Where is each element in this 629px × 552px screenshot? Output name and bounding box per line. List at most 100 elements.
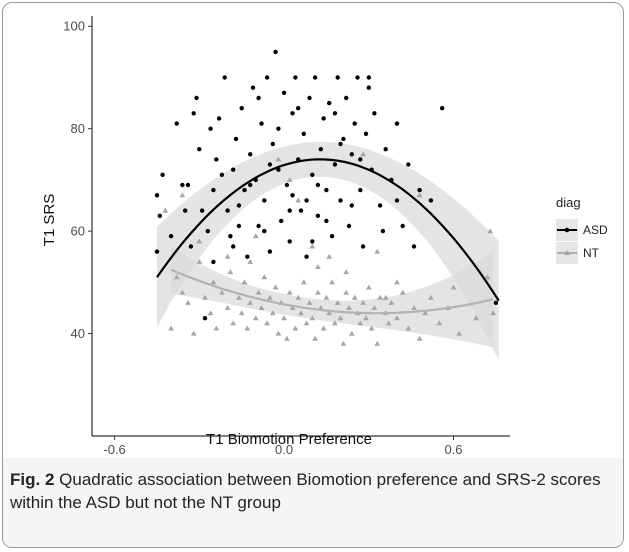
point-asd-49	[310, 172, 315, 177]
point-nt-2	[179, 289, 186, 295]
x-axis-title: T1 Biomotion Preference	[206, 431, 372, 448]
point-nt-0	[168, 325, 174, 331]
point-nt-8	[210, 279, 217, 285]
point-nt-16	[241, 279, 248, 285]
point-asd-104	[231, 244, 236, 249]
y-tick-label: 40	[71, 326, 85, 341]
point-nt-73	[428, 294, 434, 300]
point-asd-99	[366, 85, 371, 90]
point-asd-11	[202, 316, 208, 321]
point-nt-20	[255, 289, 262, 295]
point-nt-29	[281, 315, 287, 321]
point-nt-30	[284, 335, 290, 341]
point-asd-41	[287, 239, 292, 244]
point-asd-65	[355, 75, 360, 80]
point-asd-51	[315, 213, 321, 218]
confidence-bands	[157, 141, 499, 361]
point-nt-32	[289, 305, 296, 310]
x-tick-label: 0.6	[444, 442, 462, 455]
point-nt-17	[244, 325, 251, 331]
point-asd-106	[394, 198, 400, 203]
point-nt-86	[315, 264, 321, 269]
figure-label: Fig. 2	[10, 470, 55, 489]
point-nt-47	[332, 320, 338, 326]
point-asd-77	[406, 162, 411, 167]
point-asd-94	[248, 182, 253, 188]
point-asd-7	[188, 244, 194, 249]
point-nt-53	[348, 330, 355, 336]
y-tick-label: 80	[71, 121, 85, 136]
point-asd-10	[197, 147, 202, 152]
point-asd-50	[312, 75, 318, 80]
point-asd-40	[284, 182, 290, 188]
point-asd-95	[296, 106, 301, 111]
point-nt-62	[374, 340, 381, 346]
point-asd-61	[344, 95, 349, 101]
point-nt-43	[320, 325, 327, 331]
point-nt-70	[411, 305, 417, 310]
point-asd-33	[264, 75, 270, 80]
point-asd-28	[250, 85, 256, 90]
point-asd-17	[219, 172, 225, 177]
point-nt-21	[258, 305, 265, 310]
point-asd-69	[366, 75, 371, 80]
point-asd-107	[267, 162, 273, 167]
point-asd-43	[293, 75, 298, 80]
point-nt-71	[416, 335, 423, 341]
point-asd-76	[400, 223, 405, 229]
point-asd-88	[287, 208, 292, 213]
point-asd-26	[245, 254, 250, 259]
point-nt-1	[173, 274, 180, 280]
point-asd-9	[194, 95, 199, 101]
point-asd-5	[180, 182, 185, 188]
legend: diag ASD NT	[556, 195, 608, 264]
point-nt-45	[326, 310, 333, 316]
legend-key-asd-point	[564, 227, 570, 233]
point-nt-99	[450, 284, 457, 290]
point-nt-85	[326, 253, 333, 259]
point-nt-13	[230, 320, 237, 326]
point-nt-78	[484, 274, 491, 280]
point-asd-31	[259, 121, 264, 126]
point-asd-38	[279, 218, 284, 224]
point-asd-66	[358, 187, 363, 193]
point-nt-12	[227, 269, 234, 275]
point-asd-53	[321, 116, 326, 121]
point-nt-15	[238, 310, 245, 316]
point-nt-14	[236, 294, 242, 300]
point-asd-80	[428, 198, 434, 203]
point-nt-44	[323, 294, 330, 300]
point-nt-41	[315, 289, 321, 295]
point-asd-6	[185, 182, 191, 188]
figure-frame	[2, 2, 624, 548]
legend-key-nt-point	[564, 250, 570, 255]
point-asd-72	[377, 203, 383, 208]
point-nt-90	[360, 151, 366, 157]
point-nt-23	[264, 320, 270, 326]
y-axis-title: T1 SRS	[41, 194, 58, 247]
point-asd-3	[168, 234, 174, 239]
point-asd-12	[205, 228, 210, 234]
point-nt-59	[365, 284, 372, 290]
point-asd-78	[411, 244, 417, 249]
point-asd-0	[154, 193, 160, 198]
point-nt-25	[269, 310, 276, 316]
point-asd-32	[262, 198, 267, 203]
point-nt-40	[312, 335, 318, 341]
point-nt-46	[329, 279, 335, 285]
point-asd-83	[157, 213, 162, 218]
point-asd-19	[225, 208, 230, 213]
point-nt-3	[185, 299, 191, 305]
point-nt-57	[360, 299, 366, 305]
point-asd-55	[327, 100, 332, 106]
point-asd-84	[183, 208, 188, 213]
point-asd-100	[332, 111, 338, 116]
point-nt-87	[374, 248, 381, 254]
x-tick-label: -0.6	[103, 442, 125, 455]
point-nt-74	[436, 320, 443, 326]
point-nt-72	[422, 310, 429, 316]
point-asd-79	[417, 187, 422, 193]
point-asd-42	[290, 111, 295, 116]
point-nt-67	[394, 315, 400, 321]
figure-caption-text: Quadratic association between Biomotion …	[10, 470, 601, 512]
